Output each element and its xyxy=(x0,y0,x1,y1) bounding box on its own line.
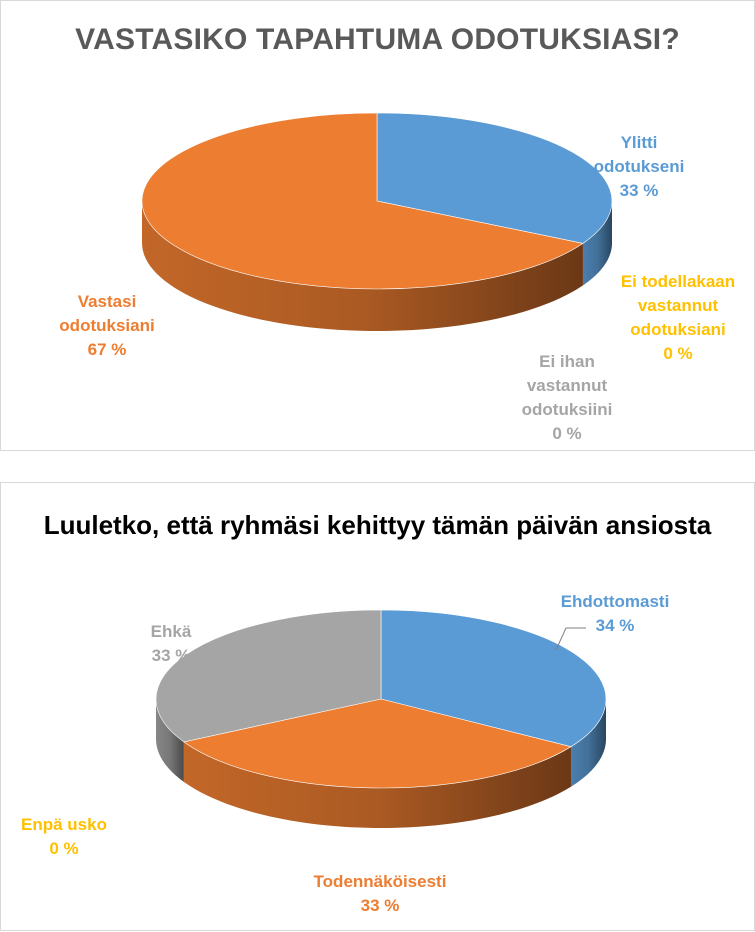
chart-panel-2: Luuletko, että ryhmäsi kehittyy tämän pä… xyxy=(0,482,755,931)
pie-slice-1 xyxy=(183,698,572,789)
chart-panel-1: VASTASIKO TAPAHTUMA ODOTUKSIASI? Ylitti o… xyxy=(0,0,755,451)
leader-line xyxy=(555,627,567,651)
pie-slice-0 xyxy=(376,112,613,244)
pie-chart-1: Ylitti odotukseni 33 % Ei todellakaan vastan… xyxy=(59,112,735,443)
slice-label-1: Todennäköisesti 33 % xyxy=(314,872,447,915)
slice-label-3: Vastasi odotuksiani 67 % xyxy=(59,292,154,359)
pie-sides xyxy=(142,201,612,331)
slice-label-0: Ylitti odotukseni 33 % xyxy=(594,133,685,200)
pie-side-3 xyxy=(142,201,583,331)
pie-chart-2: Ehdottomasti 34 % Todennäköisesti 33 % Enpä … xyxy=(21,592,670,915)
pie-slice-3 xyxy=(141,112,584,290)
pie-slice-0 xyxy=(380,609,607,748)
pie-sides xyxy=(156,699,606,828)
slice-label-2: Ei ihan vastannut odotuksiini 0 % xyxy=(522,352,613,443)
pie-slice-3 xyxy=(155,609,382,743)
chart-title: VASTASIKO TAPAHTUMA ODOTUKSIASI? xyxy=(75,23,680,56)
chart-title: Luuletko, että ryhmäsi kehittyy tämän pä… xyxy=(43,510,712,540)
pie-side-0 xyxy=(570,699,606,787)
slice-label-2: Enpä usko 0 % xyxy=(21,815,107,858)
slice-label-0: Ehdottomasti 34 % xyxy=(561,592,670,635)
pie-side-1 xyxy=(183,741,571,828)
pie-tops xyxy=(141,112,613,290)
pie-side-3 xyxy=(156,699,184,782)
pie-side-0 xyxy=(582,201,612,286)
slice-label-1: Ei todellakaan vastannut odotuksiani 0 % xyxy=(621,272,735,363)
pie-tops xyxy=(155,609,607,789)
slice-label-3: Ehkä 33 % xyxy=(151,622,192,665)
